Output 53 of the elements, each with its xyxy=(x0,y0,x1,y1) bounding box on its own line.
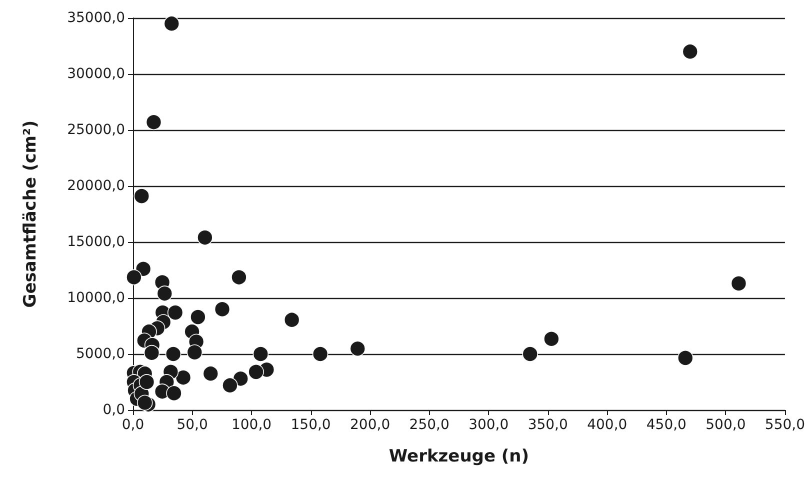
point xyxy=(232,370,249,387)
y-tick-label: 10000,0 xyxy=(67,290,125,306)
point xyxy=(222,377,238,394)
x-tick-label: 0,0 xyxy=(122,417,144,433)
y-tick-label: 15000,0 xyxy=(67,234,125,250)
y-tick-label: 5000,0 xyxy=(76,346,125,362)
point xyxy=(214,301,230,318)
x-tick-label: 250,0 xyxy=(409,417,450,433)
point xyxy=(202,366,219,382)
point xyxy=(167,304,184,320)
point xyxy=(231,269,247,286)
x-tick-label: 200,0 xyxy=(350,417,390,433)
point xyxy=(164,16,180,32)
point xyxy=(252,346,269,362)
x-tick-label: 50,0 xyxy=(176,417,208,433)
point xyxy=(522,346,538,362)
point xyxy=(166,385,182,402)
point xyxy=(146,114,162,130)
y-tick-label: 25000,0 xyxy=(67,122,125,138)
x-tick-label: 300,0 xyxy=(468,417,509,433)
point xyxy=(186,344,203,360)
y-tick-label: 35000,0 xyxy=(67,10,125,26)
x-tick-label: 350,0 xyxy=(528,417,568,433)
point xyxy=(175,370,192,386)
point xyxy=(138,374,155,390)
x-axis-title: Werkzeuge (n) xyxy=(388,446,530,466)
x-tick-label: 500,0 xyxy=(706,417,746,433)
point xyxy=(136,394,153,411)
point xyxy=(350,340,366,357)
point xyxy=(144,344,160,361)
x-tick-label: 450,0 xyxy=(646,417,686,433)
point xyxy=(730,276,747,292)
point xyxy=(248,364,264,380)
y-tick-label: 20000,0 xyxy=(67,178,125,194)
point xyxy=(682,44,698,60)
point xyxy=(284,312,300,328)
y-tick-label: 30000,0 xyxy=(67,66,125,82)
point xyxy=(156,286,173,302)
point xyxy=(197,230,213,246)
y-axis-title: Gesamtfläche (cm²) xyxy=(20,120,40,308)
point xyxy=(134,188,150,204)
x-tick-label: 150,0 xyxy=(290,417,331,433)
point xyxy=(678,350,694,366)
point xyxy=(165,346,182,362)
x-tick-label: 550,0 xyxy=(764,417,806,433)
x-tick-label: 400,0 xyxy=(587,417,628,433)
point xyxy=(312,346,328,362)
x-tick-label: 100,0 xyxy=(231,417,272,433)
point xyxy=(135,260,152,277)
point xyxy=(544,330,560,347)
point xyxy=(126,269,142,286)
point xyxy=(190,309,206,325)
y-tick-label: 0,0 xyxy=(102,402,125,418)
